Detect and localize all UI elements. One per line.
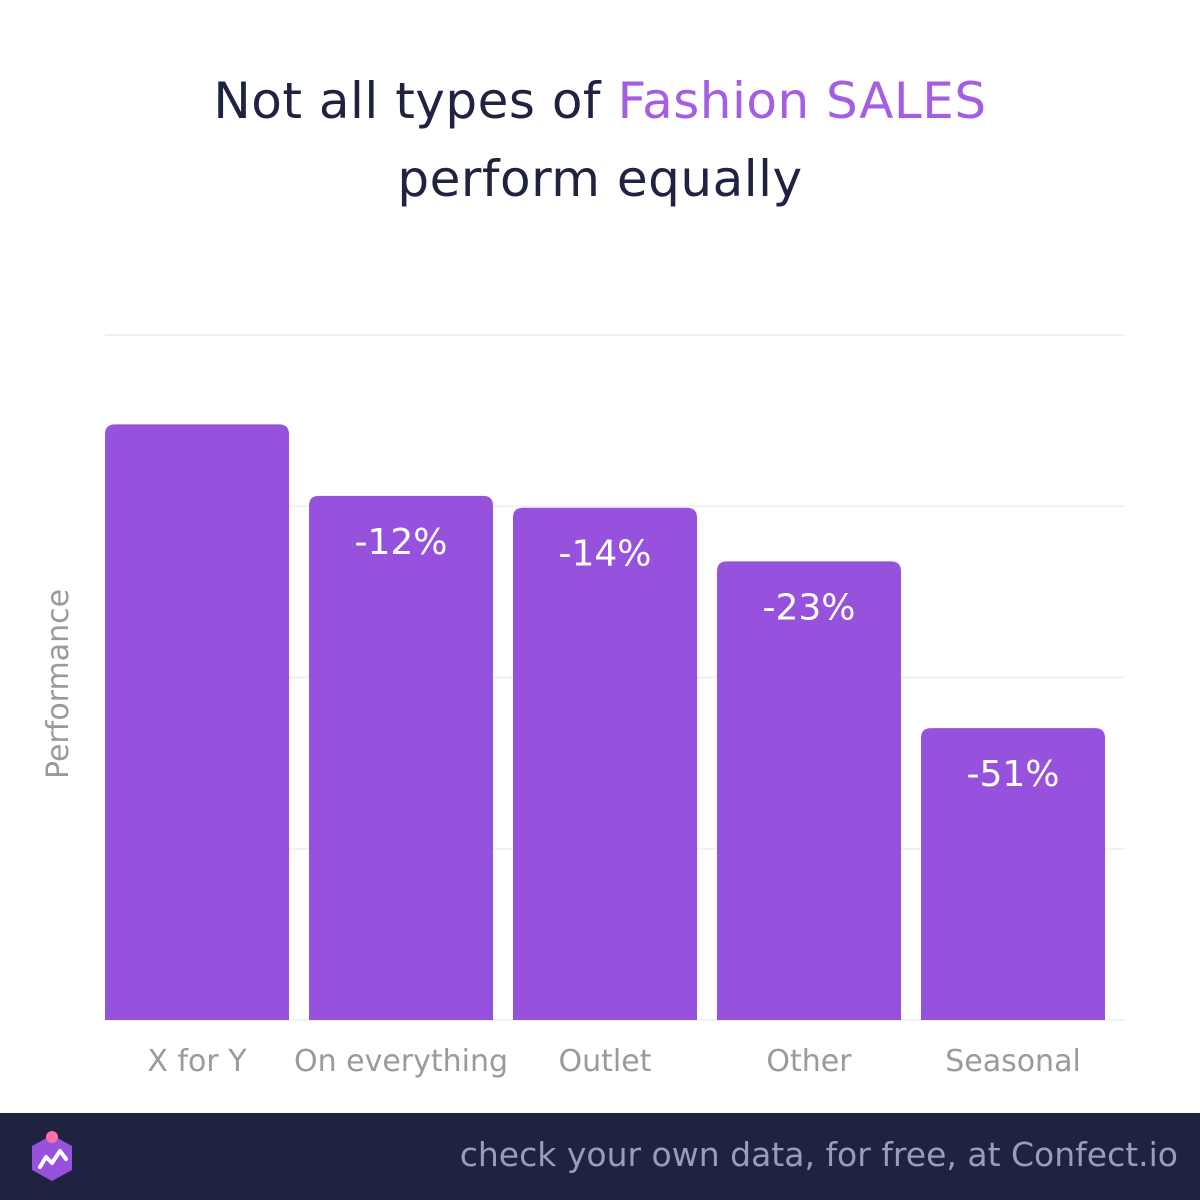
value-label: -12% [354, 522, 447, 563]
chart-title: Not all types of Fashion SALES perform e… [0, 62, 1200, 218]
category-labels: X for Y On everything Outlet Other Seasonal [147, 1044, 1080, 1079]
bar-outlet[interactable] [513, 507, 697, 1020]
title-line2: perform equally [397, 150, 803, 208]
bar-seasonal[interactable] [921, 728, 1105, 1020]
category-label: Seasonal [945, 1044, 1081, 1079]
category-label: Outlet [559, 1044, 652, 1079]
footer-text[interactable]: check your own data, for free, at Confec… [459, 1135, 1178, 1174]
confect-logo-icon[interactable] [24, 1129, 80, 1185]
bar-chart: -12% -14% -23% -51% X for Y On everything Out… [41, 334, 1125, 1079]
value-label: -14% [558, 534, 651, 575]
bar-other[interactable] [717, 561, 901, 1020]
bar-x-for-y[interactable] [105, 424, 289, 1020]
category-label: On everything [294, 1044, 508, 1079]
value-label: -51% [966, 754, 1059, 795]
y-axis-label: Performance [41, 589, 76, 779]
bar-on-everything[interactable] [309, 495, 493, 1021]
title-prefix: Not all types of [213, 72, 618, 130]
title-accent: Fashion SALES [617, 72, 987, 130]
value-labels: -12% -14% -23% -51% [354, 522, 1059, 795]
value-label: -23% [762, 587, 855, 628]
footer-bar: check your own data, for free, at Confec… [0, 1113, 1200, 1200]
category-label: Other [766, 1044, 852, 1079]
bars [105, 424, 1105, 1021]
category-label: X for Y [147, 1044, 247, 1079]
